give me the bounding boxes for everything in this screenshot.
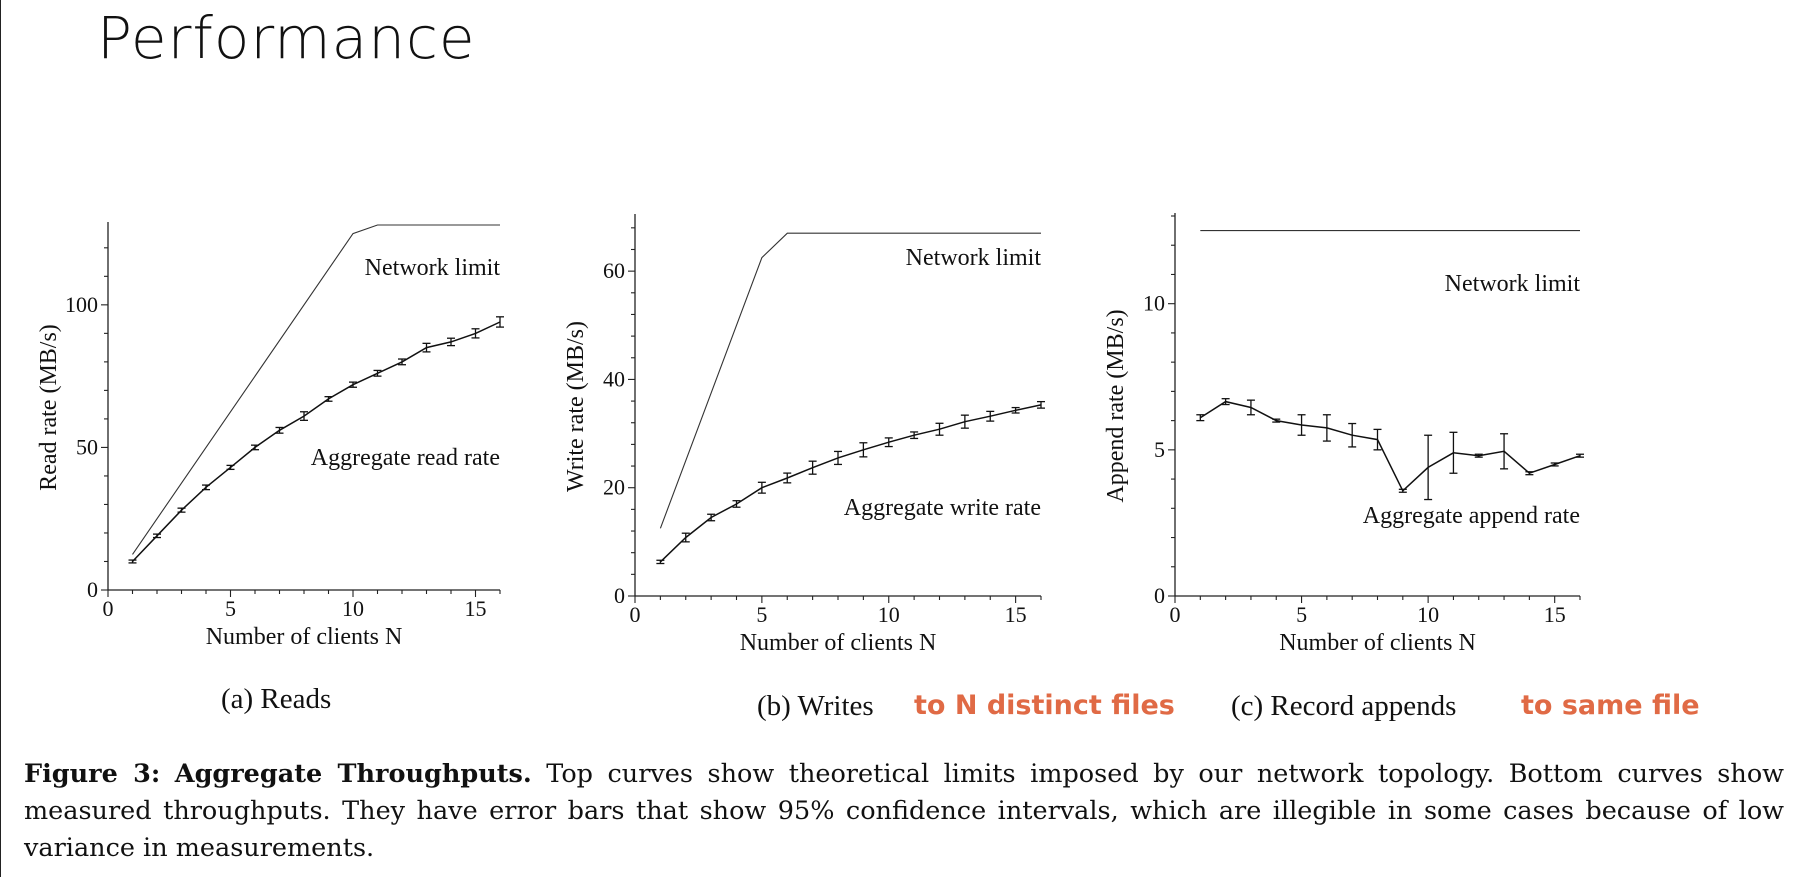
subcaption-record-appends: (c) Record appends <box>1231 690 1457 722</box>
network-limit-line <box>659 232 1041 529</box>
aggregate-rate-line <box>659 404 1042 563</box>
x-tick-label: 0 <box>630 602 641 627</box>
aggregate-rate-line <box>131 321 501 563</box>
y-tick-label: 40 <box>603 366 625 391</box>
x-tick-label: 5 <box>756 602 767 627</box>
x-tick-label: 0 <box>1170 602 1181 627</box>
network-limit-label: Network limit <box>906 245 1042 271</box>
x-tick-label: 10 <box>878 602 900 627</box>
network-limit-line <box>132 224 500 555</box>
y-tick-label: 60 <box>603 258 625 283</box>
slide-frame-edge <box>0 0 1 877</box>
y-tick-label: 100 <box>65 292 98 317</box>
x-axis-label: Number of clients N <box>740 630 937 656</box>
y-tick-label: 10 <box>1143 291 1165 316</box>
subcaption-reads: (a) Reads <box>221 683 332 715</box>
x-tick-label: 10 <box>1417 602 1439 627</box>
aggregate-rate-line <box>1199 400 1581 493</box>
chart-reads: 0 5 10 15 0 50 100 Number of clients N Read rate… <box>36 222 504 650</box>
y-tick-label: 50 <box>76 434 98 459</box>
y-axis-label: Write rate (MB/s) <box>563 321 589 492</box>
x-axis-label: Number of clients N <box>1279 630 1476 656</box>
y-axis-label: Append rate (MB/s) <box>1103 309 1129 502</box>
y-tick-label: 0 <box>87 577 98 602</box>
x-axis-label: Number of clients N <box>206 624 403 650</box>
x-tick-label: 15 <box>465 596 487 621</box>
aggregate-rate-label: Aggregate write rate <box>844 495 1041 521</box>
x-tick-label: 15 <box>1005 602 1027 627</box>
subcaption-writes: (b) Writes <box>757 690 874 722</box>
figure-caption: Figure 3: Aggregate Throughputs. Top cur… <box>24 756 1784 867</box>
y-tick-label: 0 <box>1154 583 1165 608</box>
x-tick-label: 5 <box>1296 602 1307 627</box>
figure-caption-text: Top curves show theoretical limits impos… <box>24 759 1784 863</box>
x-tick-label: 5 <box>225 596 236 621</box>
y-tick-label: 20 <box>603 475 625 500</box>
figure-caption-heading: Aggregate Throughputs. <box>174 759 532 789</box>
network-limit-label: Network limit <box>1445 271 1581 297</box>
aggregate-rate-label: Aggregate read rate <box>311 445 500 471</box>
aggregate-rate-label: Aggregate append rate <box>1363 503 1580 529</box>
x-tick-label: 10 <box>342 596 364 621</box>
chart-record-appends: 0 5 10 15 0 5 10 Number of clients N Append rate… <box>1103 213 1584 656</box>
figure-caption-label: Figure 3: <box>24 759 161 789</box>
y-axis-label: Read rate (MB/s) <box>36 324 62 491</box>
network-limit-label: Network limit <box>365 255 501 281</box>
y-tick-label: 5 <box>1154 437 1165 462</box>
chart-writes: 0 5 10 15 0 20 40 60 Number of clients N Write ra… <box>563 214 1045 656</box>
annotation-distinct-files: to N distinct files <box>914 690 1175 721</box>
y-tick-label: 0 <box>614 583 625 608</box>
annotation-same-file: to same file <box>1521 690 1700 721</box>
x-tick-label: 0 <box>103 596 114 621</box>
x-tick-label: 15 <box>1544 602 1566 627</box>
slide-title: Performance <box>97 4 476 72</box>
